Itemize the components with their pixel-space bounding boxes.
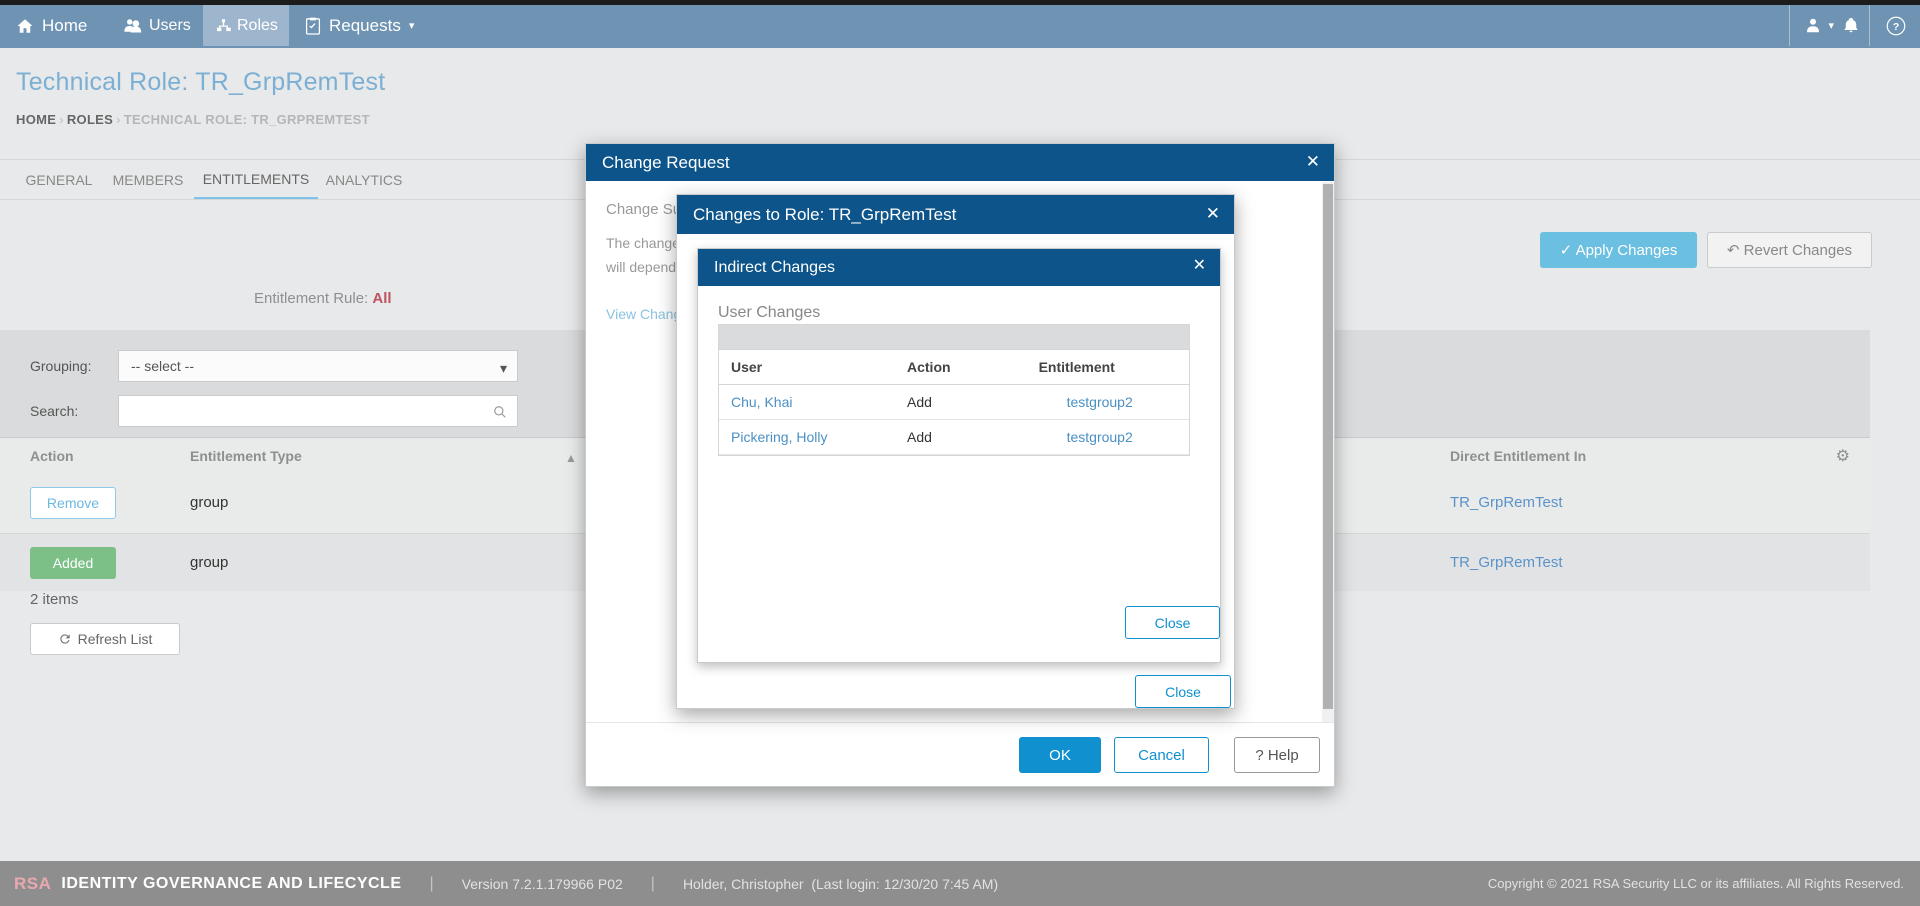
svg-text:?: ? bbox=[1893, 21, 1899, 32]
